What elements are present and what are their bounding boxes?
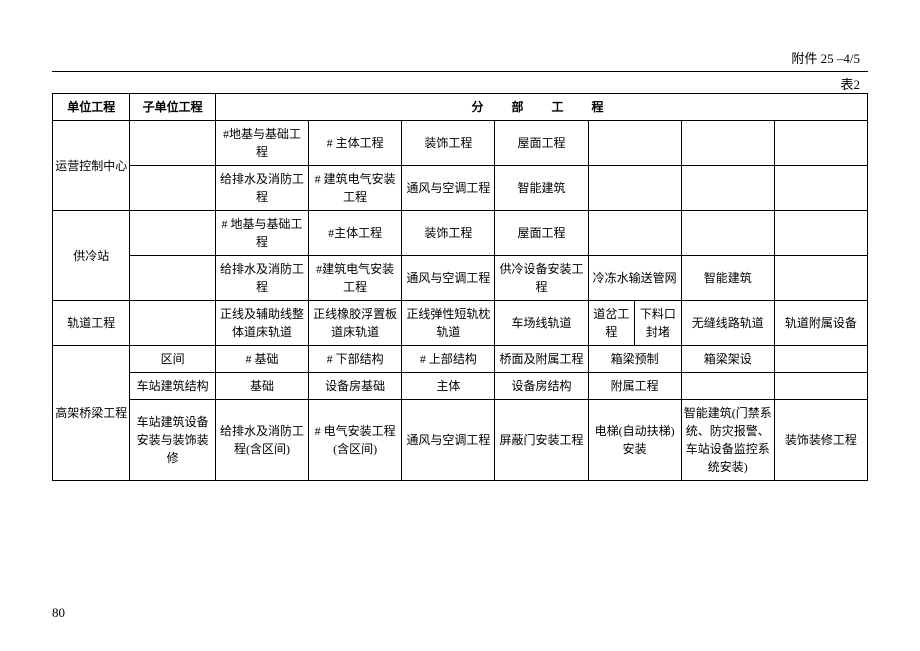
header-divider xyxy=(52,71,868,72)
division-cell xyxy=(774,373,867,400)
division-cell: 道岔工程下料口封堵 xyxy=(588,301,681,346)
division-cell: 屋面工程 xyxy=(495,121,588,166)
division-cell xyxy=(681,373,774,400)
division-cell: 附属工程 xyxy=(588,373,681,400)
division-cell: # 上部结构 xyxy=(402,346,495,373)
division-cell xyxy=(588,211,681,256)
division-cell: 设备房基础 xyxy=(309,373,402,400)
subunit-cell xyxy=(130,301,216,346)
division-cell xyxy=(588,166,681,211)
division-cell: #地基与基础工程 xyxy=(215,121,308,166)
table-row: 轨道工程 正线及辅助线整体道床轨道正线橡胶浮置板道床轨道正线弹性短轨枕轨道车场线轨… xyxy=(53,301,868,346)
division-cell: 屏蔽门安装工程 xyxy=(495,400,588,481)
subunit-cell: 车站建筑结构 xyxy=(130,373,216,400)
table-row: 车站建筑结构基础设备房基础主体设备房结构附属工程 xyxy=(53,373,868,400)
division-cell: #建筑电气安装工程 xyxy=(309,256,402,301)
division-cell: 屋面工程 xyxy=(495,211,588,256)
table-label: 表2 xyxy=(52,74,868,93)
division-cell: 供冷设备安装工程 xyxy=(495,256,588,301)
division-cell: # 电气安装工程(含区间) xyxy=(309,400,402,481)
annex-header: 附件 25 –4/5 xyxy=(52,48,868,67)
division-cell xyxy=(774,121,867,166)
division-cell: 无缝线路轨道 xyxy=(681,301,774,346)
division-cell: 通风与空调工程 xyxy=(402,166,495,211)
division-cell: 桥面及附属工程 xyxy=(495,346,588,373)
subunit-cell: 车站建筑设备安装与装饰装修 xyxy=(130,400,216,481)
col-division-header: 分 部 工 程 xyxy=(215,94,867,121)
col-subunit-header: 子单位工程 xyxy=(130,94,216,121)
main-table: 单位工程 子单位工程 分 部 工 程 运营控制中心#地基与基础工程# 主体工程装… xyxy=(52,93,868,481)
division-cell: 通风与空调工程 xyxy=(402,400,495,481)
table-row: 给排水及消防工程# 建筑电气安装工程通风与空调工程智能建筑 xyxy=(53,166,868,211)
division-cell xyxy=(774,346,867,373)
division-cell xyxy=(681,121,774,166)
subunit-cell: 区间 xyxy=(130,346,216,373)
division-cell: 正线橡胶浮置板道床轨道 xyxy=(309,301,402,346)
division-cell: #主体工程 xyxy=(309,211,402,256)
table-row: 高架桥梁工程区间# 基础# 下部结构# 上部结构桥面及附属工程箱梁预制箱梁架设 xyxy=(53,346,868,373)
unit-cell: 轨道工程 xyxy=(53,301,130,346)
division-cell: 给排水及消防工程 xyxy=(215,256,308,301)
subunit-cell xyxy=(130,166,216,211)
unit-cell: 供冷站 xyxy=(53,211,130,301)
division-cell: # 主体工程 xyxy=(309,121,402,166)
division-cell: 轨道附属设备 xyxy=(774,301,867,346)
unit-cell: 运营控制中心 xyxy=(53,121,130,211)
col-unit-header: 单位工程 xyxy=(53,94,130,121)
division-cell: 装饰装修工程 xyxy=(774,400,867,481)
table-row: 运营控制中心#地基与基础工程# 主体工程装饰工程屋面工程 xyxy=(53,121,868,166)
division-cell xyxy=(774,256,867,301)
division-cell: 给排水及消防工程 xyxy=(215,166,308,211)
table-row: 车站建筑设备安装与装饰装修给排水及消防工程(含区间)# 电气安装工程(含区间)通… xyxy=(53,400,868,481)
division-cell: 车场线轨道 xyxy=(495,301,588,346)
division-cell: 主体 xyxy=(402,373,495,400)
division-cell: 设备房结构 xyxy=(495,373,588,400)
table-header-row: 单位工程 子单位工程 分 部 工 程 xyxy=(53,94,868,121)
unit-cell: 高架桥梁工程 xyxy=(53,346,130,481)
division-cell: 电梯(自动扶梯) 安装 xyxy=(588,400,681,481)
division-cell: 给排水及消防工程(含区间) xyxy=(215,400,308,481)
division-cell xyxy=(774,211,867,256)
division-cell: 智能建筑(门禁系统、防灾报警、车站设备监控系统安装) xyxy=(681,400,774,481)
division-cell: 箱梁预制 xyxy=(588,346,681,373)
division-cell xyxy=(774,166,867,211)
division-cell: 基础 xyxy=(215,373,308,400)
division-cell: 通风与空调工程 xyxy=(402,256,495,301)
division-cell: 冷冻水输送管网 xyxy=(588,256,681,301)
split-left-cell: 道岔工程 xyxy=(589,301,636,345)
division-cell: # 建筑电气安装工程 xyxy=(309,166,402,211)
division-cell: 装饰工程 xyxy=(402,211,495,256)
subunit-cell xyxy=(130,256,216,301)
split-right-cell: 下料口封堵 xyxy=(635,301,681,345)
division-cell xyxy=(588,121,681,166)
subunit-cell xyxy=(130,211,216,256)
table-row: 给排水及消防工程#建筑电气安装工程通风与空调工程供冷设备安装工程冷冻水输送管网智… xyxy=(53,256,868,301)
division-cell: 装饰工程 xyxy=(402,121,495,166)
division-cell: 智能建筑 xyxy=(495,166,588,211)
table-row: 供冷站# 地基与基础工程#主体工程装饰工程屋面工程 xyxy=(53,211,868,256)
division-cell: 智能建筑 xyxy=(681,256,774,301)
division-cell: # 基础 xyxy=(215,346,308,373)
division-cell: 正线及辅助线整体道床轨道 xyxy=(215,301,308,346)
subunit-cell xyxy=(130,121,216,166)
division-cell: 箱梁架设 xyxy=(681,346,774,373)
page-number: 80 xyxy=(52,605,65,621)
division-cell xyxy=(681,166,774,211)
division-cell: # 下部结构 xyxy=(309,346,402,373)
division-cell xyxy=(681,211,774,256)
division-cell: # 地基与基础工程 xyxy=(215,211,308,256)
division-cell: 正线弹性短轨枕轨道 xyxy=(402,301,495,346)
